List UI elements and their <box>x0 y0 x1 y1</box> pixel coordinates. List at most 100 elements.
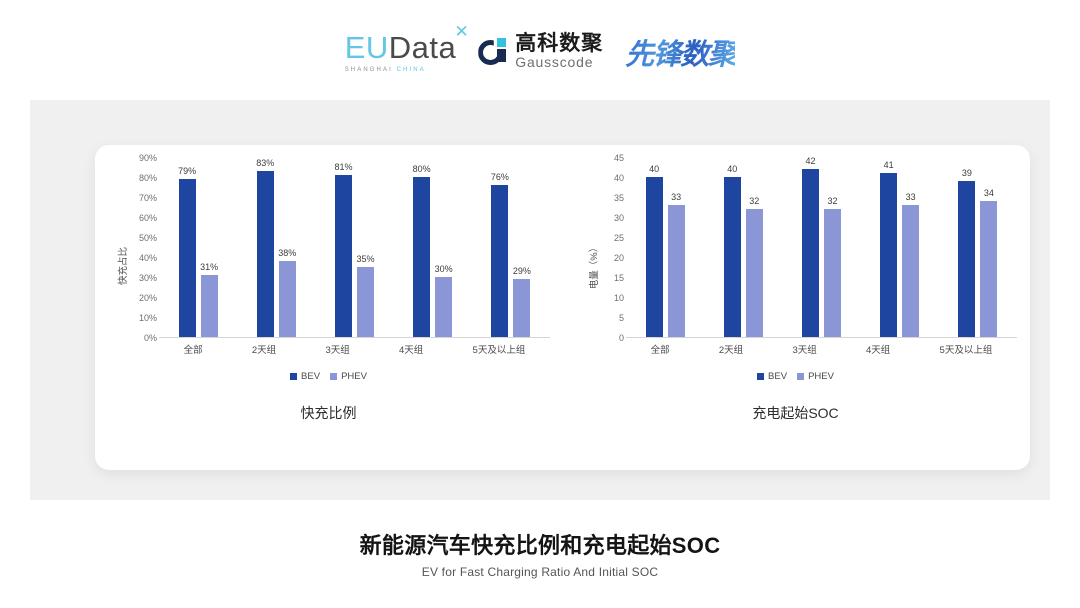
chart-1-bars: 79% 31% 83% 38% 81% 35% 80% 30% 76% 29% <box>159 158 550 338</box>
chart-2-y-tick: 15 <box>613 273 624 283</box>
x-axis-label: 4天组 <box>865 345 891 356</box>
bar-value-label: 42 <box>805 156 816 166</box>
chart-1-plot-area: 快充占比 0% 10% 20% 30% 40% 50% 60% 70% 80% 90% 79% 31… <box>95 153 562 373</box>
bar-bev <box>491 185 509 337</box>
bar-column: 35% <box>356 158 375 337</box>
bar-value-label: 29% <box>512 266 531 276</box>
evdata-data-text: Data <box>388 29 457 65</box>
bar-column: 33 <box>902 158 920 337</box>
bar-value-label: 79% <box>178 166 197 176</box>
bar-phev <box>823 209 841 337</box>
x-axis-label: 2天组 <box>251 345 277 356</box>
chart-2-y-ticks: 0 5 10 15 20 25 30 35 40 45 <box>584 153 624 343</box>
bar-value-label: 31% <box>200 262 219 272</box>
gausscode-en-text: Gausscode <box>515 54 594 71</box>
x-axis-label: 3天组 <box>792 345 817 356</box>
chart-2-plot-area: 电量（%） 0 5 10 15 20 25 30 35 40 45 40 33 40 32 42 32 41 3… <box>562 153 1029 373</box>
chart-2-y-tick: 10 <box>613 293 624 303</box>
bar-group: 42 32 <box>801 156 841 337</box>
bar-group: 40 33 <box>645 158 685 337</box>
chart-1-y-tick: 70% <box>138 193 157 203</box>
bar-group: 81% 35% <box>334 158 375 337</box>
legend-label: PHEV <box>808 371 834 382</box>
legend-swatch-icon <box>290 373 298 380</box>
chart-2-y-tick: 30 <box>613 213 624 223</box>
legend-label: PHEV <box>341 371 367 382</box>
legend-item-bev[interactable]: BEV <box>290 371 320 382</box>
chart-1-caption: 快充比例 <box>300 405 357 421</box>
bar-phev <box>356 267 374 337</box>
bar-group: 79% 31% <box>178 158 219 337</box>
legend-item-phev[interactable]: PHEV <box>797 371 834 382</box>
bar-bev <box>958 181 976 337</box>
legend-swatch-icon <box>797 373 805 380</box>
legend-item-phev[interactable]: PHEV <box>330 371 367 382</box>
x-axis-label: 5天及以上组 <box>472 345 526 356</box>
bar-value-label: 83% <box>256 158 275 168</box>
chart-2-y-tick: 40 <box>613 173 624 183</box>
chart-2-caption: 充电起始SOC <box>752 405 839 421</box>
slide-footer: 新能源汽车快充比例和充电起始SOC EV for Fast Charging R… <box>0 528 1080 579</box>
bar-group: 40 32 <box>723 158 763 337</box>
bar-phev <box>902 205 920 337</box>
chart-1-y-tick: 90% <box>138 153 157 163</box>
bar-value-label: 38% <box>278 248 297 258</box>
bar-value-label: 76% <box>490 172 509 182</box>
chart-2-y-tick: 25 <box>613 233 624 243</box>
logo-bar: EUData ✕ SHANGHAI CHINA 高科数聚 Gausscode 先锋… <box>0 23 1080 80</box>
slide-title: 新能源汽车快充比例和充电起始SOC <box>359 533 721 558</box>
bar-bev <box>178 179 196 337</box>
bar-column: 42 <box>801 156 819 337</box>
xianfeng-logo: 先锋数聚 <box>625 31 737 73</box>
chart-2-y-tick: 20 <box>613 253 624 263</box>
charts-container: 快充占比 0% 10% 20% 30% 40% 50% 60% 70% 80% 90% 79% 31… <box>95 145 1030 470</box>
bar-column: 33 <box>667 158 685 337</box>
bar-value-label: 80% <box>412 164 431 174</box>
bar-bev <box>413 177 431 337</box>
bar-value-label: 41 <box>883 160 894 170</box>
evdata-tagline: SHANGHAI CHINA <box>345 67 426 73</box>
chart-2-legend: BEV PHEV <box>562 371 1029 382</box>
bar-group: 41 33 <box>880 158 920 337</box>
bar-phev <box>980 201 998 337</box>
chart-1-x-labels: 全部 2天组 3天组 4天组 5天及以上组 <box>159 342 550 356</box>
chart-2-y-tick: 5 <box>618 313 624 323</box>
bar-column: 40 <box>645 158 663 337</box>
bar-value-label: 32 <box>827 196 838 206</box>
bar-value-label: 32 <box>749 196 760 206</box>
bar-bev <box>256 171 274 337</box>
chart-fast-charging-ratio: 快充占比 0% 10% 20% 30% 40% 50% 60% 70% 80% 90% 79% 31… <box>95 145 562 470</box>
bar-value-label: 81% <box>334 162 353 172</box>
x-axis-label: 全部 <box>650 345 670 356</box>
bar-bev <box>801 169 819 337</box>
evdata-logo: EUData ✕ SHANGHAI CHINA <box>344 23 469 73</box>
evdata-tagline-city: SHANGHAI <box>344 66 397 73</box>
legend-swatch-icon <box>757 373 765 380</box>
legend-label: BEV <box>301 371 321 382</box>
bar-column: 34 <box>980 158 998 337</box>
bar-column: 76% <box>490 158 509 337</box>
bar-column: 29% <box>512 158 531 337</box>
evdata-ev-text: EU <box>344 29 389 65</box>
gausscode-cn-text: 高科数聚 <box>515 32 604 56</box>
bar-group: 76% 29% <box>490 158 531 337</box>
bar-value-label: 35% <box>356 254 375 264</box>
bar-value-label: 39 <box>961 168 972 178</box>
chart-2-y-tick: 35 <box>613 193 624 203</box>
bar-phev <box>513 279 531 337</box>
legend-item-bev[interactable]: BEV <box>757 371 787 382</box>
bar-column: 32 <box>823 158 841 337</box>
xianfeng-wordmark: 先锋数聚 <box>625 31 737 73</box>
bar-group: 39 34 <box>958 158 998 337</box>
bar-value-label: 40 <box>649 164 660 174</box>
bar-column: 81% <box>334 158 353 337</box>
bar-column: 30% <box>435 158 453 337</box>
bar-column: 31% <box>200 158 219 337</box>
bar-bev <box>334 175 352 337</box>
evdata-wordmark: EUData ✕ <box>344 23 469 65</box>
charts-card <box>95 145 1030 470</box>
bar-phev <box>278 261 296 337</box>
evdata-x-icon: ✕ <box>454 21 470 41</box>
bar-phev <box>435 277 453 337</box>
